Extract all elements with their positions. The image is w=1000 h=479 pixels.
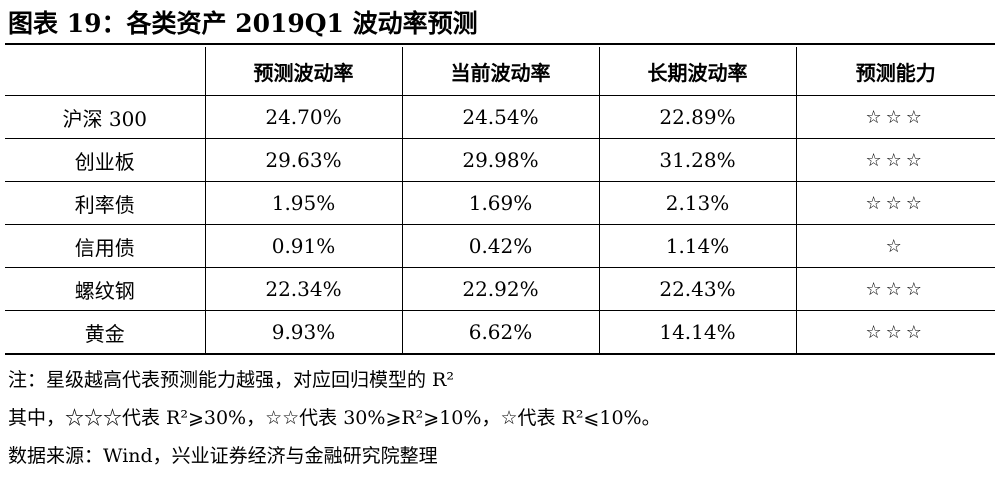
volatility-table: 预测波动率 当前波动率 长期波动率 预测能力 沪深 300 24.70% 24.… xyxy=(5,47,995,353)
asset-cell: 创业板 xyxy=(5,138,206,182)
header-asset xyxy=(5,47,206,96)
asset-cell: 信用债 xyxy=(5,224,206,268)
current-cell: 0.42% xyxy=(401,224,600,268)
rating-stars: ☆☆☆ xyxy=(795,95,995,139)
forecast-cell: 24.70% xyxy=(204,95,403,139)
asset-cell: 利率债 xyxy=(5,181,206,225)
table-row: 利率债 1.95% 1.69% 2.13% ☆☆☆ xyxy=(5,181,995,225)
current-cell: 29.98% xyxy=(401,138,600,182)
asset-cell: 沪深 300 xyxy=(5,95,206,139)
rating-stars: ☆☆☆ xyxy=(795,181,995,225)
forecast-cell: 9.93% xyxy=(204,310,403,353)
star-legend-line: 其中，☆☆☆代表 R²⩾30%，☆☆代表 30%⩾R²⩾10%，☆代表 R²⩽1… xyxy=(8,407,661,429)
rating-stars: ☆ xyxy=(795,224,995,268)
table-row: 信用债 0.91% 0.42% 1.14% ☆ xyxy=(5,224,995,268)
header-forecast: 预测波动率 xyxy=(204,47,403,96)
current-cell: 1.69% xyxy=(401,181,600,225)
table-bottom-rule xyxy=(5,353,995,355)
figure-title: 图表 19：各类资产 2019Q1 波动率预测 xyxy=(8,9,478,38)
table-row: 黄金 9.93% 6.62% 14.14% ☆☆☆ xyxy=(5,310,995,353)
rating-stars: ☆☆☆ xyxy=(795,310,995,353)
longterm-cell: 31.28% xyxy=(598,138,797,182)
table-row: 创业板 29.63% 29.98% 31.28% ☆☆☆ xyxy=(5,138,995,182)
header-rating: 预测能力 xyxy=(795,47,995,96)
header-row: 预测波动率 当前波动率 长期波动率 预测能力 xyxy=(5,47,995,96)
longterm-cell: 1.14% xyxy=(598,224,797,268)
current-cell: 24.54% xyxy=(401,95,600,139)
asset-cell: 螺纹钢 xyxy=(5,267,206,311)
header-current: 当前波动率 xyxy=(401,47,600,96)
rating-stars: ☆☆☆ xyxy=(795,267,995,311)
longterm-cell: 2.13% xyxy=(598,181,797,225)
longterm-cell: 14.14% xyxy=(598,310,797,353)
longterm-cell: 22.89% xyxy=(598,95,797,139)
current-cell: 22.92% xyxy=(401,267,600,311)
asset-cell: 黄金 xyxy=(5,310,206,353)
header-longterm: 长期波动率 xyxy=(598,47,797,96)
title-rule xyxy=(5,43,995,45)
source-line: 数据来源：Wind，兴业证券经济与金融研究院整理 xyxy=(8,445,438,467)
forecast-cell: 22.34% xyxy=(204,267,403,311)
rating-stars: ☆☆☆ xyxy=(795,138,995,182)
longterm-cell: 22.43% xyxy=(598,267,797,311)
forecast-cell: 1.95% xyxy=(204,181,403,225)
forecast-cell: 29.63% xyxy=(204,138,403,182)
current-cell: 6.62% xyxy=(401,310,600,353)
table-row: 螺纹钢 22.34% 22.92% 22.43% ☆☆☆ xyxy=(5,267,995,311)
note-line: 注：星级越高代表预测能力越强，对应回归模型的 R² xyxy=(8,369,454,391)
table-row: 沪深 300 24.70% 24.54% 22.89% ☆☆☆ xyxy=(5,95,995,139)
forecast-cell: 0.91% xyxy=(204,224,403,268)
